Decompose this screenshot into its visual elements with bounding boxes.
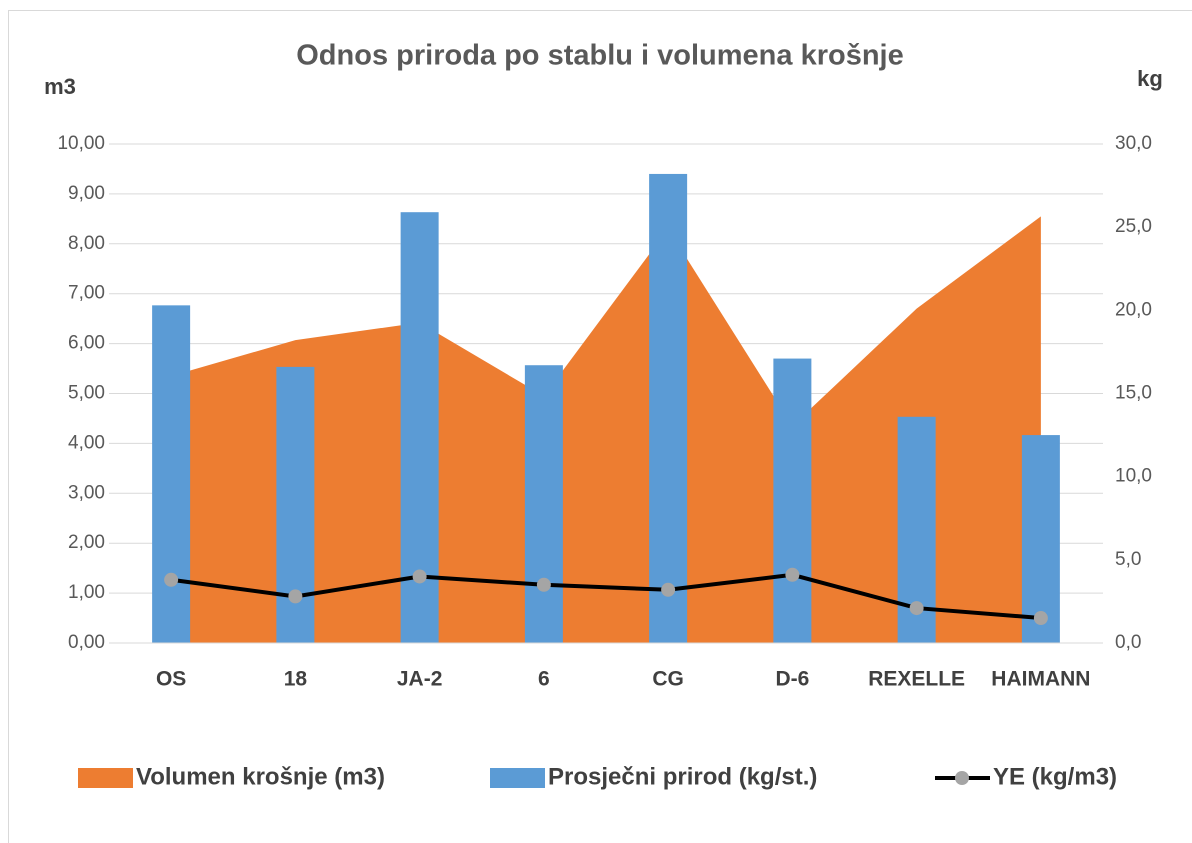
x-tick-label: HAIMANN	[991, 668, 1090, 691]
line-marker	[536, 577, 551, 592]
line-marker	[412, 569, 427, 584]
line-marker	[1033, 611, 1048, 626]
x-tick-label: JA-2	[397, 668, 443, 691]
y-axis-label: m3	[44, 74, 76, 99]
y2-tick-label: 25,0	[1115, 216, 1152, 237]
line-marker	[909, 601, 924, 616]
y2-tick-label: 5,0	[1115, 549, 1141, 570]
y2-tick-label: 0,0	[1115, 632, 1141, 653]
y-tick-label: 10,00	[57, 133, 105, 154]
line-marker	[661, 582, 676, 597]
legend-swatch	[490, 768, 545, 788]
x-tick-label: D-6	[775, 668, 809, 691]
y-tick-label: 6,00	[68, 333, 105, 354]
y-tick-label: 2,00	[68, 532, 105, 553]
x-tick-label: 6	[538, 668, 550, 691]
bar	[152, 305, 191, 643]
legend-swatch	[78, 768, 133, 788]
y-tick-label: 9,00	[68, 183, 105, 204]
y-tick-label: 3,00	[68, 482, 105, 503]
legend-label: Prosječni prirod (kg/st.)	[548, 763, 817, 790]
legend-label: YE (kg/m3)	[993, 763, 1117, 790]
legend-swatch-marker	[955, 771, 969, 785]
line-marker	[785, 567, 800, 582]
y2-tick-label: 30,0	[1115, 133, 1152, 154]
bar	[524, 365, 563, 643]
line-marker	[164, 572, 179, 587]
bar	[649, 173, 688, 643]
line-marker	[288, 589, 303, 604]
y-tick-label: 7,00	[68, 283, 105, 304]
y-tick-label: 8,00	[68, 233, 105, 254]
bar	[773, 358, 812, 643]
legend-label: Volumen krošnje (m3)	[136, 763, 385, 790]
chart-title: Odnos priroda po stablu i volumena krošn…	[296, 40, 904, 72]
y-tick-label: 4,00	[68, 432, 105, 453]
x-tick-label: CG	[652, 668, 684, 691]
y2-tick-label: 20,0	[1115, 299, 1152, 320]
y-tick-label: 1,00	[68, 582, 105, 603]
y2-tick-label: 10,0	[1115, 466, 1152, 487]
x-tick-label: 18	[284, 668, 308, 691]
y-tick-label: 5,00	[68, 383, 105, 404]
y-tick-label: 0,00	[68, 632, 105, 653]
x-tick-label: OS	[156, 668, 186, 691]
bar	[1021, 435, 1060, 643]
line	[170, 572, 1042, 621]
y2-tick-label: 15,0	[1115, 383, 1152, 404]
y2-axis-label: kg	[1137, 66, 1163, 91]
area	[171, 216, 1041, 644]
x-tick-label: REXELLE	[868, 668, 965, 691]
